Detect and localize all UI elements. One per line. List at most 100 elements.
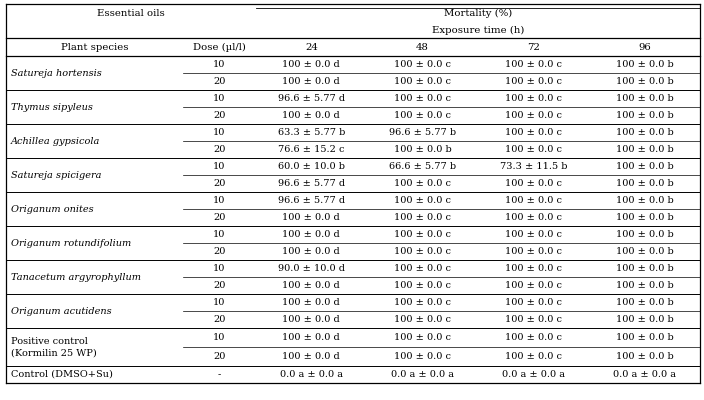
Text: 0.0 a ± 0.0 a: 0.0 a ± 0.0 a <box>280 370 343 379</box>
Text: 100 ± 0.0 c: 100 ± 0.0 c <box>505 230 562 239</box>
Text: 96.6 ± 5.77 d: 96.6 ± 5.77 d <box>278 179 345 188</box>
Text: 100 ± 0.0 c: 100 ± 0.0 c <box>394 213 451 222</box>
Text: 100 ± 0.0 b: 100 ± 0.0 b <box>615 264 673 273</box>
Text: -: - <box>218 370 221 379</box>
Text: 100 ± 0.0 d: 100 ± 0.0 d <box>282 333 340 342</box>
Text: 20: 20 <box>213 111 225 120</box>
Text: 0.0 a ± 0.0 a: 0.0 a ± 0.0 a <box>391 370 454 379</box>
Text: (Kormilin 25 WP): (Kormilin 25 WP) <box>11 348 96 357</box>
Text: 100 ± 0.0 b: 100 ± 0.0 b <box>615 179 673 188</box>
Text: 66.6 ± 5.77 b: 66.6 ± 5.77 b <box>389 162 456 171</box>
Text: Tanacetum argyrophyllum: Tanacetum argyrophyllum <box>11 272 141 282</box>
Text: 96.6 ± 5.77 d: 96.6 ± 5.77 d <box>278 196 345 205</box>
Text: Thymus sipyleus: Thymus sipyleus <box>11 102 93 112</box>
Text: 100 ± 0.0 c: 100 ± 0.0 c <box>505 111 562 120</box>
Text: 90.0 ± 10.0 d: 90.0 ± 10.0 d <box>278 264 345 273</box>
Text: 0.0 a ± 0.0 a: 0.0 a ± 0.0 a <box>613 370 676 379</box>
Text: 20: 20 <box>213 352 225 361</box>
Text: 100 ± 0.0 c: 100 ± 0.0 c <box>505 77 562 86</box>
Text: 96.6 ± 5.77 d: 96.6 ± 5.77 d <box>278 94 345 103</box>
Text: 100 ± 0.0 c: 100 ± 0.0 c <box>394 333 451 342</box>
Text: 100 ± 0.0 c: 100 ± 0.0 c <box>394 298 451 307</box>
Text: 100 ± 0.0 c: 100 ± 0.0 c <box>394 281 451 290</box>
Text: 20: 20 <box>213 145 225 154</box>
Text: 100 ± 0.0 c: 100 ± 0.0 c <box>505 128 562 137</box>
Text: 20: 20 <box>213 315 225 324</box>
Text: Control (DMSO+Su): Control (DMSO+Su) <box>11 370 113 379</box>
Text: 100 ± 0.0 c: 100 ± 0.0 c <box>505 333 562 342</box>
Text: 100 ± 0.0 c: 100 ± 0.0 c <box>505 145 562 154</box>
Text: 100 ± 0.0 d: 100 ± 0.0 d <box>282 111 340 120</box>
Text: Exposure time (h): Exposure time (h) <box>432 26 524 34</box>
Text: 100 ± 0.0 d: 100 ± 0.0 d <box>282 247 340 256</box>
Text: 10: 10 <box>213 264 225 273</box>
Text: 100 ± 0.0 c: 100 ± 0.0 c <box>394 77 451 86</box>
Text: Achillea gypsicola: Achillea gypsicola <box>11 136 101 146</box>
Text: Plant species: Plant species <box>61 42 128 52</box>
Text: Positive control: Positive control <box>11 337 88 346</box>
Text: 100 ± 0.0 b: 100 ± 0.0 b <box>394 145 451 154</box>
Text: 72: 72 <box>527 42 540 52</box>
Text: 100 ± 0.0 d: 100 ± 0.0 d <box>282 315 340 324</box>
Text: Origanum acutidens: Origanum acutidens <box>11 306 112 316</box>
Text: 100 ± 0.0 b: 100 ± 0.0 b <box>615 162 673 171</box>
Text: 100 ± 0.0 c: 100 ± 0.0 c <box>505 196 562 205</box>
Text: 100 ± 0.0 d: 100 ± 0.0 d <box>282 281 340 290</box>
Text: 100 ± 0.0 b: 100 ± 0.0 b <box>615 281 673 290</box>
Text: 100 ± 0.0 b: 100 ± 0.0 b <box>615 60 673 69</box>
Text: Essential oils: Essential oils <box>97 8 165 18</box>
Text: Dose (µl/l): Dose (µl/l) <box>193 42 246 52</box>
Text: 96: 96 <box>638 42 651 52</box>
Text: 24: 24 <box>305 42 318 52</box>
Text: 100 ± 0.0 b: 100 ± 0.0 b <box>615 196 673 205</box>
Text: 20: 20 <box>213 281 225 290</box>
Text: 100 ± 0.0 c: 100 ± 0.0 c <box>505 281 562 290</box>
Text: 10: 10 <box>213 230 225 239</box>
Text: 100 ± 0.0 c: 100 ± 0.0 c <box>505 315 562 324</box>
Text: 20: 20 <box>213 179 225 188</box>
Text: 100 ± 0.0 b: 100 ± 0.0 b <box>615 111 673 120</box>
Text: 20: 20 <box>213 77 225 86</box>
Text: 100 ± 0.0 c: 100 ± 0.0 c <box>505 352 562 361</box>
Text: Satureja hortensis: Satureja hortensis <box>11 68 102 78</box>
Text: 100 ± 0.0 c: 100 ± 0.0 c <box>505 94 562 103</box>
Text: 20: 20 <box>213 213 225 222</box>
Text: 100 ± 0.0 c: 100 ± 0.0 c <box>394 247 451 256</box>
Text: 100 ± 0.0 c: 100 ± 0.0 c <box>394 94 451 103</box>
Text: 73.3 ± 11.5 b: 73.3 ± 11.5 b <box>500 162 567 171</box>
Text: 100 ± 0.0 c: 100 ± 0.0 c <box>505 179 562 188</box>
Text: 100 ± 0.0 b: 100 ± 0.0 b <box>615 128 673 137</box>
Text: 76.6 ± 15.2 c: 76.6 ± 15.2 c <box>278 145 345 154</box>
Text: 0.0 a ± 0.0 a: 0.0 a ± 0.0 a <box>502 370 565 379</box>
Text: 10: 10 <box>213 60 225 69</box>
Text: 10: 10 <box>213 162 225 171</box>
Text: 100 ± 0.0 d: 100 ± 0.0 d <box>282 77 340 86</box>
Text: 60.0 ± 10.0 b: 60.0 ± 10.0 b <box>278 162 345 171</box>
Text: 10: 10 <box>213 196 225 205</box>
Text: 100 ± 0.0 b: 100 ± 0.0 b <box>615 298 673 307</box>
Text: 100 ± 0.0 b: 100 ± 0.0 b <box>615 247 673 256</box>
Text: 100 ± 0.0 b: 100 ± 0.0 b <box>615 213 673 222</box>
Text: 63.3 ± 5.77 b: 63.3 ± 5.77 b <box>277 128 345 137</box>
Text: 96.6 ± 5.77 b: 96.6 ± 5.77 b <box>389 128 456 137</box>
Text: 100 ± 0.0 c: 100 ± 0.0 c <box>505 247 562 256</box>
Text: 100 ± 0.0 d: 100 ± 0.0 d <box>282 230 340 239</box>
Text: Origanum rotundifolium: Origanum rotundifolium <box>11 238 131 248</box>
Text: 100 ± 0.0 b: 100 ± 0.0 b <box>615 333 673 342</box>
Text: 100 ± 0.0 c: 100 ± 0.0 c <box>394 111 451 120</box>
Text: 100 ± 0.0 c: 100 ± 0.0 c <box>394 60 451 69</box>
Text: 100 ± 0.0 c: 100 ± 0.0 c <box>394 230 451 239</box>
Text: 100 ± 0.0 c: 100 ± 0.0 c <box>394 196 451 205</box>
Text: 10: 10 <box>213 333 225 342</box>
Text: 100 ± 0.0 b: 100 ± 0.0 b <box>615 352 673 361</box>
Text: Mortality (%): Mortality (%) <box>444 8 512 18</box>
Text: 100 ± 0.0 c: 100 ± 0.0 c <box>394 315 451 324</box>
Text: 100 ± 0.0 b: 100 ± 0.0 b <box>615 230 673 239</box>
Text: 10: 10 <box>213 128 225 137</box>
Text: 100 ± 0.0 b: 100 ± 0.0 b <box>615 94 673 103</box>
Text: 100 ± 0.0 d: 100 ± 0.0 d <box>282 60 340 69</box>
Text: Satureja spicigera: Satureja spicigera <box>11 170 101 180</box>
Text: 100 ± 0.0 b: 100 ± 0.0 b <box>615 315 673 324</box>
Text: 100 ± 0.0 c: 100 ± 0.0 c <box>505 213 562 222</box>
Text: 10: 10 <box>213 298 225 307</box>
